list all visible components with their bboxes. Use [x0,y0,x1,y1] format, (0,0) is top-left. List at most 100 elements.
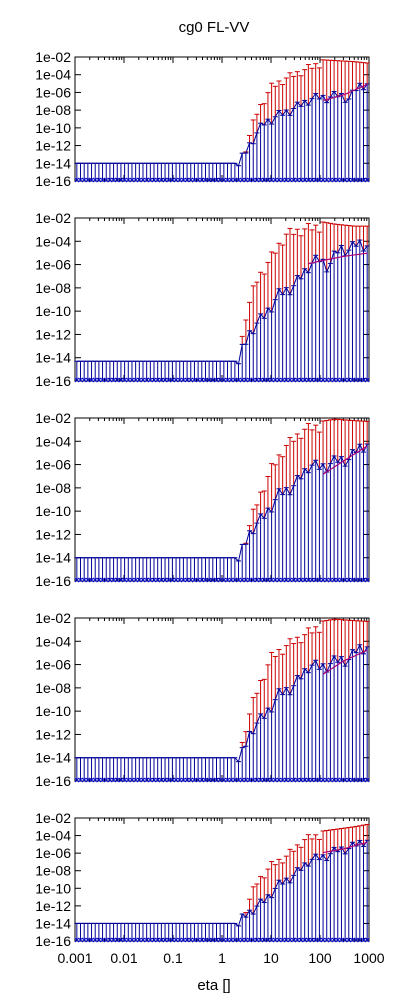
baseline-marker [173,777,179,783]
baseline-marker [199,577,205,583]
baseline-marker [159,777,164,783]
baseline-marker [114,777,120,783]
baseline-marker [192,377,197,383]
baseline-marker [269,937,274,943]
baseline-marker [184,577,190,583]
baseline-marker [114,577,120,583]
baseline-marker [261,777,267,783]
baseline-marker [199,937,205,943]
baseline-marker [122,577,127,583]
baseline-marker [140,377,146,383]
baseline-marker [250,777,256,783]
baseline-marker [188,577,194,583]
baseline-marker [188,777,194,783]
baseline-marker [317,377,322,383]
baseline-marker [350,377,355,383]
baseline-marker [140,777,146,783]
baseline-marker [144,377,150,383]
baseline-marker [203,777,208,783]
baseline-marker [350,937,355,943]
baseline-marker [228,777,234,783]
baseline-marker [162,377,168,383]
baseline-marker [170,177,175,183]
baseline-marker [324,577,330,583]
baseline-marker [111,937,116,943]
baseline-marker [173,177,179,183]
y-tick-label: 1e-02 [35,210,71,226]
baseline-marker [136,377,142,383]
baseline-marker [243,937,249,943]
baseline-marker [232,937,238,943]
baseline-marker [250,377,256,383]
baseline-marker [78,577,83,583]
baseline-marker [306,177,311,183]
baseline-marker [320,937,326,943]
baseline-marker [335,577,341,583]
baseline-marker [258,777,263,783]
baseline-marker [287,577,293,583]
y-tick-label: 1e-14 [35,915,71,931]
y-tick-label: 1e-04 [35,233,71,249]
baseline-marker [353,937,359,943]
baseline-marker [199,377,205,383]
baseline-marker [287,377,293,383]
baseline-marker [166,577,172,583]
baseline-marker [155,377,161,383]
baseline-marker [247,777,252,783]
baseline-marker [195,377,201,383]
baseline-marker [133,177,138,183]
y-tick-label: 1e-04 [35,433,71,449]
baseline-marker [328,577,333,583]
baseline-marker [151,577,157,583]
baseline-marker [199,177,205,183]
baseline-marker [129,577,135,583]
baseline-marker [85,177,91,183]
baseline-marker [328,377,333,383]
baseline-marker [103,577,109,583]
baseline-marker [276,937,282,943]
x-axis-label: eta [] [197,977,230,994]
baseline-marker [339,937,344,943]
y-tick-label: 1e-10 [35,503,71,519]
baseline-marker [265,937,271,943]
baseline-marker [298,577,304,583]
baseline-marker [247,937,252,943]
y-tick-label: 1e-08 [35,102,71,118]
baseline-marker [239,177,245,183]
baseline-marker [74,177,80,183]
baseline-marker [324,177,330,183]
baseline-marker [96,177,102,183]
baseline-marker [243,177,249,183]
baseline-marker [129,177,135,183]
baseline-marker [236,937,241,943]
y-tick-label: 1e-08 [35,280,71,296]
baseline-marker [364,377,370,383]
baseline-marker [357,177,363,183]
baseline-marker [265,177,271,183]
chart-title: cg0 FL-VV [179,19,250,36]
baseline-marker [346,377,352,383]
baseline-marker [122,377,127,383]
baseline-marker [111,177,116,183]
baseline-marker [118,177,124,183]
baseline-marker [342,577,348,583]
y-tick-label: 1e-04 [35,828,71,844]
y-tick-label: 1e-12 [35,526,71,542]
baseline-marker [232,177,238,183]
baseline-marker [155,177,161,183]
baseline-marker [195,777,201,783]
baseline-marker [346,177,352,183]
baseline-marker [96,777,102,783]
y-tick-label: 1e-02 [35,810,71,826]
baseline-marker [133,777,138,783]
baseline-marker [188,937,194,943]
baseline-marker [133,577,138,583]
baseline-marker [280,377,285,383]
y-tick-label: 1e-08 [35,863,71,879]
baseline-marker [236,377,241,383]
baseline-marker [269,377,274,383]
baseline-marker [280,177,285,183]
y-tick-label: 1e-10 [35,303,71,319]
baseline-marker [184,777,190,783]
